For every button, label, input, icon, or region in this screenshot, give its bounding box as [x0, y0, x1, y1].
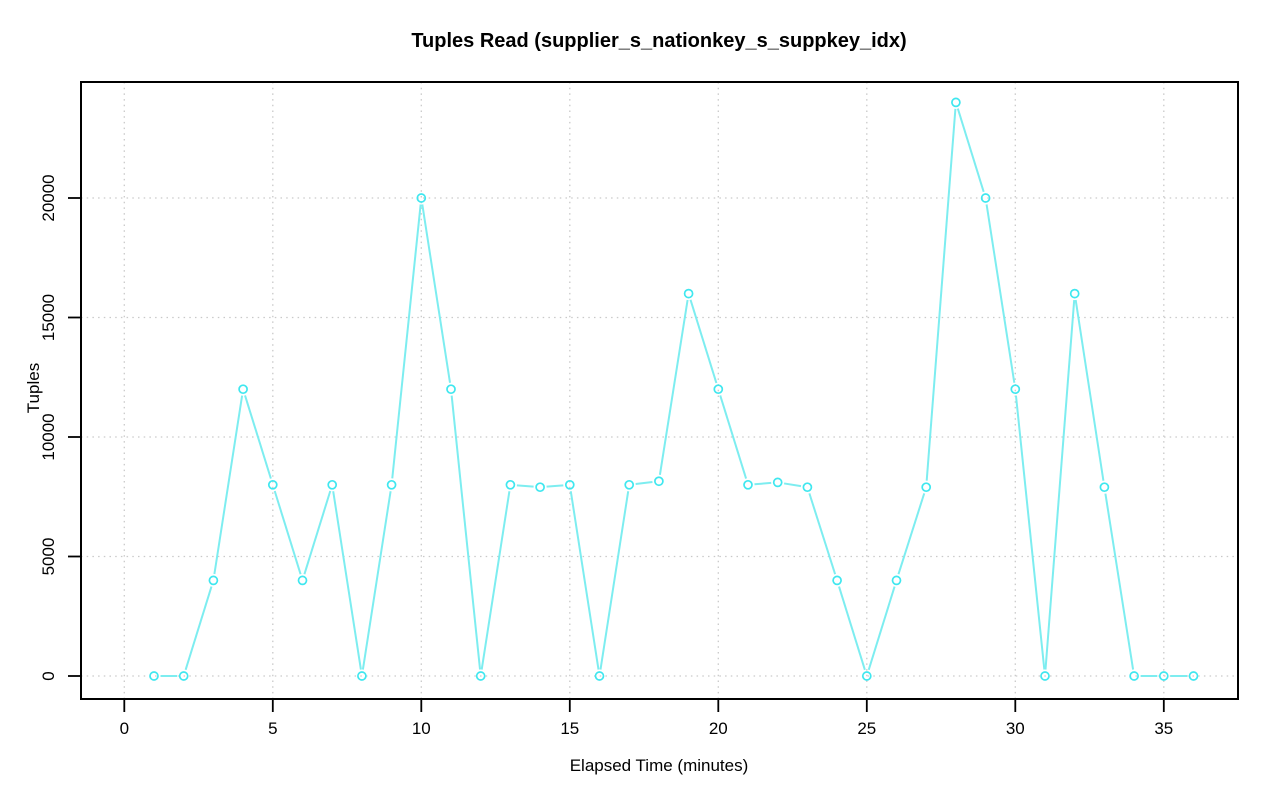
- series-segment: [273, 490, 302, 575]
- data-point: [386, 479, 397, 490]
- data-point: [802, 482, 813, 493]
- data-point: [446, 384, 456, 395]
- grid-layer: [81, 82, 1238, 699]
- y-tick-label: 20000: [39, 174, 58, 221]
- data-point: [683, 288, 694, 299]
- y-tick-label: 10000: [39, 413, 58, 460]
- series-segment: [1074, 299, 1105, 481]
- series-segment: [450, 395, 482, 670]
- y-tick-label: 5000: [39, 538, 58, 576]
- data-point: [297, 575, 308, 586]
- series-segment: [569, 491, 600, 670]
- data-point: [1129, 671, 1139, 681]
- data-point: [594, 671, 605, 681]
- series-segment: [546, 484, 564, 488]
- series-segment: [480, 491, 511, 670]
- y-tick-label: 0: [39, 671, 58, 680]
- x-tick-label: 35: [1154, 719, 1173, 738]
- series-segment: [1104, 493, 1135, 670]
- data-point: [624, 479, 635, 490]
- data-point: [149, 671, 159, 681]
- y-axis-label: Tuples: [24, 363, 43, 413]
- data-point: [921, 482, 932, 493]
- series-segment: [956, 108, 985, 193]
- x-tick-label: 25: [857, 719, 876, 738]
- data-point: [475, 671, 486, 681]
- data-point: [267, 479, 278, 490]
- series-layer: [149, 97, 1199, 681]
- data-point: [357, 671, 367, 681]
- x-tick-label: 0: [120, 719, 129, 738]
- data-point: [564, 479, 575, 490]
- series-segment: [1044, 300, 1076, 670]
- plot-border: [80, 81, 1239, 700]
- data-point: [861, 671, 872, 681]
- x-tick-label: 15: [560, 719, 579, 738]
- y-tick-label: 15000: [39, 294, 58, 341]
- series-segment: [421, 204, 451, 383]
- data-point: [1158, 671, 1169, 681]
- data-point: [654, 476, 664, 487]
- data-point: [772, 477, 783, 488]
- data-point: [1040, 671, 1050, 681]
- data-point: [1099, 482, 1110, 493]
- chart-title: Tuples Read (supplier_s_nationkey_s_supp…: [411, 30, 906, 52]
- data-point: [416, 193, 427, 203]
- series-segment: [689, 299, 718, 384]
- data-point: [1010, 384, 1021, 395]
- series-segment: [867, 586, 896, 671]
- series-segment: [808, 493, 837, 575]
- series-segment: [213, 395, 244, 575]
- series-segment: [1014, 395, 1046, 670]
- x-tick-label: 20: [709, 719, 728, 738]
- data-point: [327, 479, 338, 490]
- data-point: [535, 482, 545, 493]
- series-segment: [925, 108, 957, 481]
- data-point: [980, 193, 991, 203]
- data-point: [713, 384, 724, 395]
- series-segment: [516, 484, 534, 488]
- data-point: [1069, 288, 1080, 299]
- series-segment: [184, 586, 213, 671]
- series-segment: [361, 491, 392, 670]
- data-point: [743, 479, 753, 490]
- series-segment: [244, 395, 272, 479]
- data-point: [951, 97, 961, 108]
- series-segment: [303, 490, 332, 575]
- data-point: [891, 575, 902, 586]
- series-segment: [838, 586, 866, 671]
- series-segment: [719, 395, 748, 479]
- x-axis-label: Elapsed Time (minutes): [570, 756, 749, 775]
- series-segment: [658, 299, 689, 475]
- series-segment: [635, 481, 653, 486]
- series-segment: [391, 204, 422, 479]
- x-tick-label: 10: [412, 719, 431, 738]
- data-point: [178, 671, 189, 681]
- series-segment: [754, 481, 772, 486]
- x-tick-label: 30: [1006, 719, 1025, 738]
- series-segment: [599, 491, 630, 670]
- series-segment: [332, 491, 362, 670]
- axis-layer: 0 5 10 15 20 25 30 35 0 5000 10000 15000 20000: [39, 81, 1239, 738]
- x-tick-label: 5: [268, 719, 277, 738]
- data-point: [505, 479, 516, 490]
- data-point: [1188, 671, 1199, 681]
- series-segment: [985, 204, 1016, 383]
- data-point: [832, 575, 842, 586]
- data-point: [238, 384, 248, 395]
- data-point: [208, 575, 219, 586]
- series-segment: [783, 482, 802, 488]
- series-segment: [897, 493, 926, 575]
